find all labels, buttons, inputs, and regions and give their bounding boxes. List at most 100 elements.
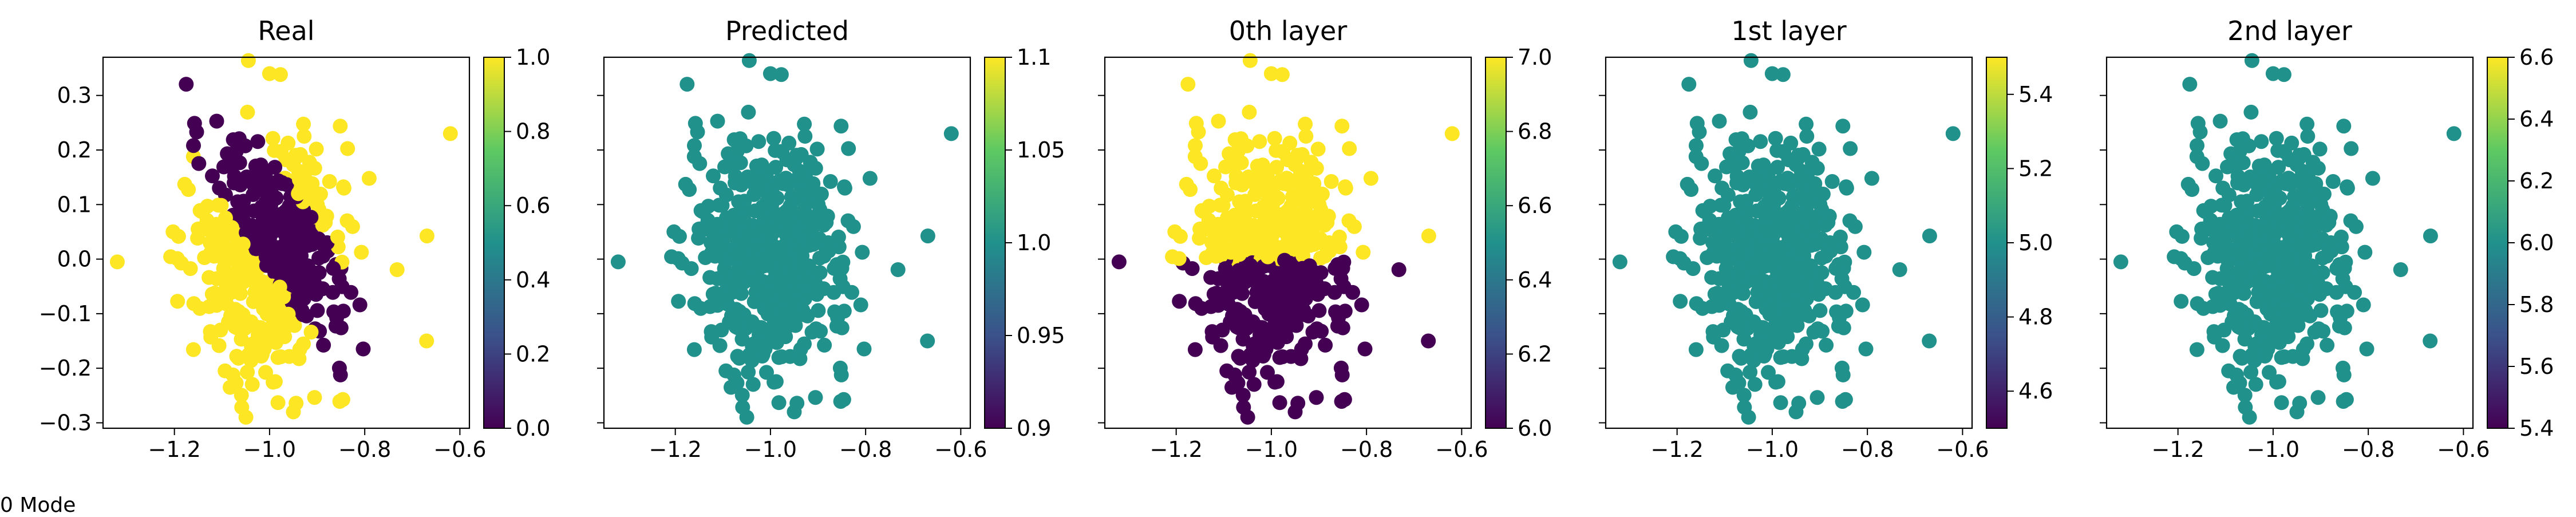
scatter-point [2300, 336, 2314, 352]
scatter-point [333, 119, 348, 134]
scatter-point [272, 266, 287, 282]
scatter-point [728, 308, 743, 323]
scatter-point [208, 216, 224, 232]
colorbar-tick-label: 1.0 [1017, 230, 1051, 255]
scatter-point [1247, 273, 1262, 289]
scatter-point [679, 77, 695, 92]
scatter-point [2347, 285, 2362, 300]
scatter-point [1269, 160, 1285, 175]
scatter-point [943, 126, 959, 141]
scatter-point [1764, 66, 1780, 81]
scatter-point [1203, 270, 1219, 285]
y-tick-label: −0.2 [39, 356, 92, 381]
scatter-point [202, 270, 217, 285]
scatter-point [792, 351, 808, 366]
scatter-point [2423, 228, 2438, 244]
scatter-point [1188, 116, 1204, 131]
scatter-point [797, 129, 813, 144]
scatter-point [1342, 141, 1357, 156]
colorbar-tick-label: 0.4 [516, 267, 550, 293]
scatter-point [2228, 220, 2243, 235]
scatter-point [816, 248, 832, 264]
scatter-point [2169, 224, 2184, 239]
scatter-point [1210, 216, 1226, 232]
scatter-point [2226, 380, 2241, 395]
scatter-point [2210, 248, 2226, 264]
scatter-point [272, 279, 287, 295]
scatter-point [1279, 329, 1294, 345]
scatter-point [1167, 224, 1183, 239]
scatter-point [1753, 134, 1768, 149]
scatter-point [739, 409, 754, 425]
scatter-point [709, 216, 725, 232]
x-tick-label: −1.2 [649, 437, 702, 462]
scatter-point [2307, 210, 2322, 225]
scatter-point [1710, 230, 1725, 245]
scatter-point [717, 261, 732, 277]
scatter-point [855, 244, 870, 260]
scatter-point [2274, 173, 2290, 188]
scatter-point [1254, 320, 1270, 336]
x-tick-label: −1.0 [243, 437, 296, 462]
scatter-point [1354, 297, 1369, 313]
scatter-point [109, 254, 125, 270]
scatter-point [1298, 116, 1313, 132]
scatter-point [2393, 262, 2408, 277]
scatter-point [704, 324, 719, 340]
scatter-point [718, 363, 734, 378]
scatter-point [2333, 230, 2349, 244]
scatter-point [2243, 104, 2259, 120]
y-tick-label: 0.1 [57, 192, 92, 217]
scatter-point [2229, 157, 2245, 172]
scatter-point [309, 287, 323, 302]
scatter-point [240, 365, 255, 380]
scatter-point [694, 204, 710, 219]
scatter-point [2248, 377, 2263, 392]
scatter-point [796, 307, 812, 322]
scatter-point [1768, 131, 1783, 146]
scatter-point [1799, 129, 1815, 144]
scatter-point [272, 67, 288, 82]
scatter-point [809, 141, 825, 157]
scatter-point [1892, 262, 1907, 277]
scatter-point [1727, 220, 1742, 235]
y-tick-label: 0.2 [57, 137, 92, 163]
scatter-point [276, 212, 292, 228]
scatter-point [1743, 365, 1758, 380]
scatter-point [844, 285, 859, 300]
scatter-point [193, 204, 209, 219]
scatter-point [1775, 279, 1790, 295]
scatter-point [2329, 261, 2345, 276]
scatter-point [712, 198, 727, 213]
scatter-point [741, 365, 756, 380]
scatter-point [767, 315, 782, 331]
scatter-point [305, 236, 320, 252]
scatter-point [1795, 172, 1809, 187]
scatter-point [1207, 168, 1222, 184]
scatter-point [1696, 204, 1712, 219]
colorbar-tick-label: 6.2 [1518, 341, 1552, 366]
colorbar-tick-label: 0.9 [1017, 416, 1051, 441]
scatter-point [920, 333, 935, 349]
scatter-point [1712, 113, 1727, 129]
scatter-point [2274, 350, 2289, 365]
scatter-point [773, 279, 788, 295]
scatter-point [165, 224, 181, 239]
scatter-point [750, 176, 765, 191]
scatter-point [2296, 172, 2310, 187]
x-tick-label: −0.6 [2437, 437, 2490, 462]
scatter-point [1704, 270, 1720, 285]
colorbar [1986, 57, 2008, 429]
scatter-point [2237, 388, 2253, 403]
scatter-point [2307, 325, 2322, 340]
colorbar [1485, 57, 1507, 429]
scatter-point [223, 380, 238, 395]
scatter-point [1733, 247, 1748, 262]
scatter-point [1812, 303, 1828, 318]
scatter-point [1327, 261, 1343, 276]
scatter-point [292, 172, 307, 187]
scatter-point [1224, 380, 1239, 395]
colorbar [2487, 57, 2508, 429]
scatter-point [1305, 210, 1321, 225]
scatter-point [244, 377, 260, 392]
